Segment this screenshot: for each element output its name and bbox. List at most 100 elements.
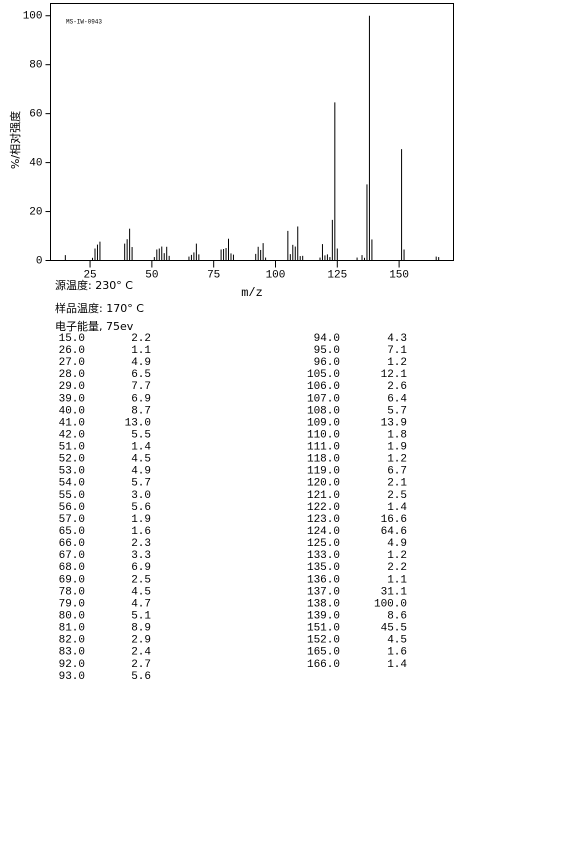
intensity-cell: 1.9 xyxy=(131,514,151,526)
intensity-cell: 4.9 xyxy=(131,357,151,369)
mz-cell: 78.0 xyxy=(59,586,85,598)
intensity-cell: 5.6 xyxy=(131,671,151,683)
mz-cell: 66.0 xyxy=(59,538,85,550)
intensity-cell: 2.3 xyxy=(131,538,151,550)
y-tick-label: 100 xyxy=(23,11,43,23)
mz-cell: 138.0 xyxy=(307,598,340,610)
intensity-cell: 6.9 xyxy=(131,562,151,574)
intensity-cell: 5.7 xyxy=(131,478,151,490)
mz-cell: 15.0 xyxy=(59,333,85,345)
intensity-cell: 2.5 xyxy=(131,574,151,586)
mz-cell: 118.0 xyxy=(307,454,340,466)
intensity-cell: 1.2 xyxy=(387,550,407,562)
mz-cell: 133.0 xyxy=(307,550,340,562)
mz-cell: 79.0 xyxy=(59,598,85,610)
x-tick-label: 75 xyxy=(207,269,220,281)
mz-cell: 108.0 xyxy=(307,405,340,417)
y-axis-label: %/相对强度 xyxy=(8,111,22,169)
intensity-cell: 1.6 xyxy=(131,526,151,538)
plot-frame xyxy=(50,3,454,261)
mz-cell: 81.0 xyxy=(59,623,85,635)
intensity-cell: 100.0 xyxy=(374,598,407,610)
mz-cell: 68.0 xyxy=(59,562,85,574)
mz-cell: 65.0 xyxy=(59,526,85,538)
intensity-cell: 1.4 xyxy=(131,442,151,454)
mz-cell: 39.0 xyxy=(59,393,85,405)
intensity-cell: 6.4 xyxy=(387,393,407,405)
y-tick-label: 40 xyxy=(29,158,42,170)
intensity-cell: 45.5 xyxy=(381,623,407,635)
intensity-cell: 13.0 xyxy=(125,417,151,429)
intensity-cell: 2.2 xyxy=(387,562,407,574)
intensity-cell: 2.2 xyxy=(131,333,151,345)
intensity-cell: 6.5 xyxy=(131,369,151,381)
y-tick-label: 80 xyxy=(29,60,42,72)
mz-cell: 105.0 xyxy=(307,369,340,381)
mz-cell: 151.0 xyxy=(307,623,340,635)
intensity-cell: 12.1 xyxy=(381,369,408,381)
y-tick-label: 0 xyxy=(36,255,43,267)
y-tick-label: 60 xyxy=(29,109,42,121)
condition: 样品温度: 170° C xyxy=(55,301,144,315)
mz-cell: 121.0 xyxy=(307,490,340,502)
intensity-cell: 7.7 xyxy=(131,381,151,393)
intensity-cell: 8.7 xyxy=(131,405,151,417)
intensity-cell: 6.9 xyxy=(131,393,151,405)
mz-cell: 42.0 xyxy=(59,429,85,441)
mz-cell: 94.0 xyxy=(314,333,340,345)
mz-cell: 51.0 xyxy=(59,442,85,454)
intensity-cell: 1.4 xyxy=(387,502,407,514)
intensity-cell: 13.9 xyxy=(381,417,407,429)
intensity-cell: 2.7 xyxy=(131,659,151,671)
mz-cell: 93.0 xyxy=(59,671,85,683)
x-tick-label: 125 xyxy=(327,269,347,281)
condition: 源温度: 230° C xyxy=(55,278,133,292)
intensity-cell: 6.7 xyxy=(387,466,407,478)
mz-cell: 107.0 xyxy=(307,393,340,405)
intensity-cell: 4.5 xyxy=(387,635,407,647)
intensity-cell: 2.9 xyxy=(131,635,151,647)
intensity-cell: 31.1 xyxy=(381,586,408,598)
mz-cell: 67.0 xyxy=(59,550,85,562)
intensity-cell: 1.1 xyxy=(387,574,407,586)
intensity-cell: 1.1 xyxy=(131,345,151,357)
x-tick-label: 50 xyxy=(145,269,158,281)
mz-cell: 29.0 xyxy=(59,381,85,393)
intensity-cell: 5.5 xyxy=(131,429,151,441)
x-tick-label: 150 xyxy=(389,269,409,281)
mz-cell: 95.0 xyxy=(314,345,340,357)
mz-cell: 123.0 xyxy=(307,514,340,526)
mz-cell: 83.0 xyxy=(59,647,85,659)
intensity-cell: 64.6 xyxy=(381,526,407,538)
mz-cell: 135.0 xyxy=(307,562,340,574)
mz-cell: 120.0 xyxy=(307,478,340,490)
intensity-cell: 2.4 xyxy=(131,647,151,659)
x-tick-label: 100 xyxy=(266,269,286,281)
mz-cell: 124.0 xyxy=(307,526,340,538)
mz-cell: 137.0 xyxy=(307,586,340,598)
intensity-cell: 5.7 xyxy=(387,405,407,417)
intensity-cell: 3.0 xyxy=(131,490,151,502)
intensity-cell: 7.1 xyxy=(387,345,407,357)
intensity-cell: 2.5 xyxy=(387,490,407,502)
intensity-cell: 4.5 xyxy=(131,454,151,466)
intensity-cell: 1.8 xyxy=(387,429,407,441)
mz-cell: 166.0 xyxy=(307,659,340,671)
mz-cell: 96.0 xyxy=(314,357,340,369)
mz-cell: 40.0 xyxy=(59,405,85,417)
intensity-cell: 2.1 xyxy=(387,478,407,490)
intensity-cell: 4.7 xyxy=(131,598,151,610)
intensity-cell: 1.9 xyxy=(387,442,407,454)
mz-cell: 109.0 xyxy=(307,417,340,429)
intensity-cell: 1.4 xyxy=(387,659,407,671)
y-tick-label: 20 xyxy=(29,206,42,218)
intensity-cell: 4.5 xyxy=(131,586,151,598)
intensity-cell: 5.1 xyxy=(131,611,151,623)
mz-cell: 165.0 xyxy=(307,647,340,659)
intensity-cell: 4.9 xyxy=(387,538,407,550)
mz-cell: 41.0 xyxy=(59,417,85,429)
intensity-cell: 4.3 xyxy=(387,333,407,345)
intensity-cell: 1.2 xyxy=(387,454,407,466)
intensity-cell: 1.6 xyxy=(387,647,407,659)
